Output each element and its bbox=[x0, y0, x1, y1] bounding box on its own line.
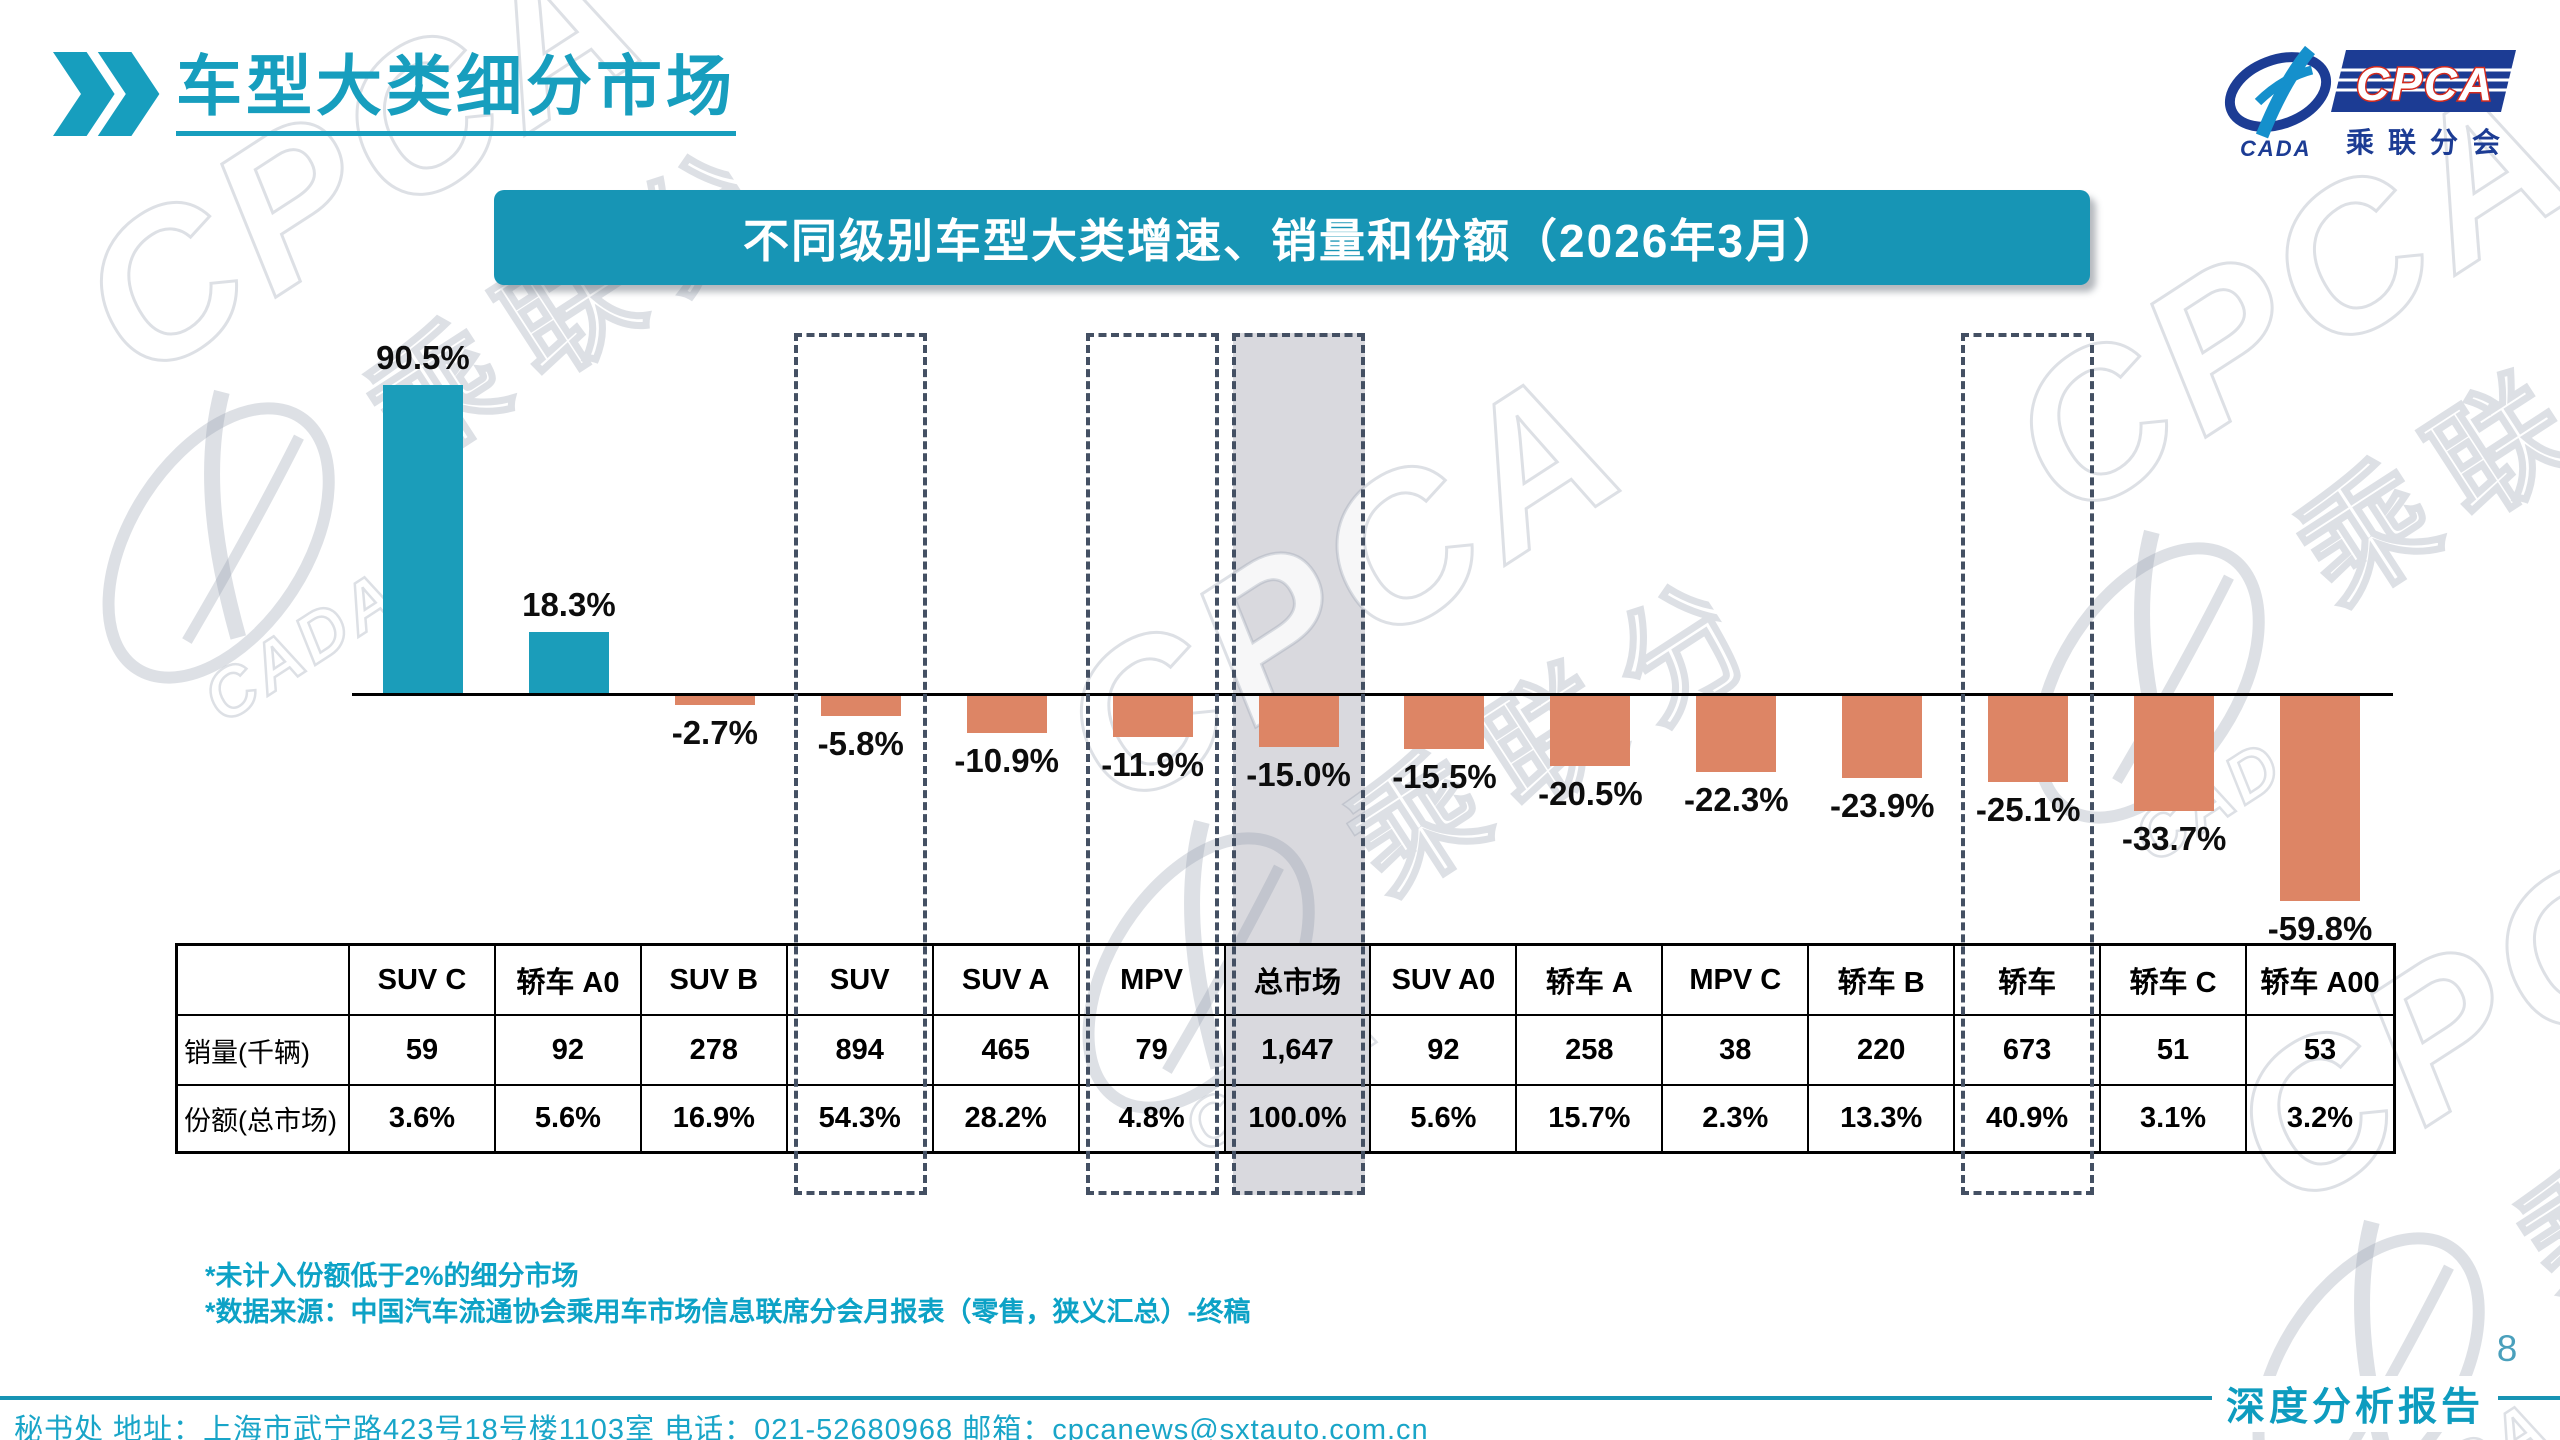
table-value-cell: 51 bbox=[2101, 1016, 2247, 1086]
footnote-1: *未计入份额低于2%的细分市场 bbox=[205, 1261, 579, 1291]
table-corner-cell bbox=[178, 946, 350, 1016]
table-value-cell: 465 bbox=[933, 1016, 1080, 1086]
logo-cada-text: CADA bbox=[2240, 136, 2312, 160]
growth-bar-label: -11.9% bbox=[1101, 745, 1204, 783]
table-value-cell: 278 bbox=[641, 1016, 788, 1086]
growth-bar-label: -10.9% bbox=[954, 742, 1059, 780]
table-value-cell: 2.3% bbox=[1663, 1086, 1810, 1151]
logo-cpca-text: CPCA bbox=[2356, 58, 2494, 110]
table-header-cell: SUV C bbox=[350, 946, 496, 1016]
growth-bar-label: 18.3% bbox=[522, 586, 616, 624]
table-value-cell: 3.1% bbox=[2101, 1086, 2247, 1151]
cpca-logo: CADA CPCA 乘联分会 bbox=[2224, 45, 2548, 160]
growth-bar-label: -25.1% bbox=[1975, 790, 2081, 828]
report-label: 深度分析报告 bbox=[2212, 1376, 2499, 1432]
table-value-cell: 4.8% bbox=[1080, 1086, 1226, 1151]
growth-bar bbox=[1550, 696, 1631, 767]
growth-bar bbox=[2280, 696, 2361, 901]
table-value-cell: 100.0% bbox=[1225, 1086, 1372, 1151]
table-value-cell: 59 bbox=[350, 1016, 496, 1086]
growth-bar bbox=[1112, 696, 1193, 737]
table-header-cell: 轿车 A0 bbox=[495, 946, 642, 1016]
table-value-cell: 40.9% bbox=[1955, 1086, 2102, 1151]
table-value-cell: 28.2% bbox=[934, 1086, 1080, 1151]
growth-bar bbox=[1404, 696, 1485, 750]
table-value-cell: 16.9% bbox=[642, 1086, 788, 1151]
growth-bar bbox=[1696, 696, 1777, 773]
page-title: 车型大类细分市场 bbox=[176, 50, 736, 136]
table-value-cell: 38 bbox=[1663, 1016, 1810, 1086]
table-value-cell: 894 bbox=[787, 1016, 934, 1086]
x-axis-baseline bbox=[352, 693, 2393, 696]
table-header-cell: 轿车 C bbox=[2101, 946, 2247, 1016]
table-value-cell: 3.2% bbox=[2286, 1102, 2353, 1134]
growth-bar-label: -5.8% bbox=[817, 724, 904, 762]
table-value-cell: 3.6% bbox=[350, 1086, 496, 1151]
double-chevron-icon bbox=[53, 52, 160, 136]
table-header-cell: SUV A bbox=[933, 946, 1080, 1016]
growth-bar-label: -33.7% bbox=[2121, 820, 2227, 858]
table-value-cell: 53 bbox=[2246, 1016, 2393, 1086]
table-header-cell: SUV B bbox=[641, 946, 788, 1016]
table-value-cell: 673 bbox=[1955, 1016, 2102, 1086]
table-row-label: 份额(总市场) bbox=[178, 1086, 350, 1151]
chart-title: 不同级别车型大类增速、销量和份额（2026年3月） bbox=[743, 214, 1841, 267]
footnote-2: *数据来源：中国汽车流通协会乘用车市场信息联席分会月报表（零售，狭义汇总）-终稿 bbox=[205, 1297, 1251, 1328]
growth-bar-label: -15.5% bbox=[1392, 758, 1497, 796]
growth-bar bbox=[2134, 696, 2215, 812]
table-value-cell: 13.3% bbox=[1809, 1086, 1956, 1151]
table-value-cell: 1,647 bbox=[1225, 1016, 1372, 1086]
footnotes: *未计入份额低于2%的细分市场 *数据来源：中国汽车流通协会乘用车市场信息联席分… bbox=[205, 1258, 1251, 1331]
table-header-cell: 轿车 bbox=[1955, 946, 2102, 1016]
table-header-cell: SUV A0 bbox=[1371, 946, 1518, 1016]
table-header-cell: MPV bbox=[1079, 946, 1226, 1016]
growth-bar bbox=[820, 696, 901, 716]
table-value-cell: 5.6% bbox=[496, 1086, 642, 1151]
table-value-cell: 220 bbox=[1809, 1016, 1956, 1086]
growth-bar-label: -15.0% bbox=[1246, 756, 1351, 794]
table-value-cell: 54.3% bbox=[788, 1086, 934, 1151]
growth-bar-label: -2.7% bbox=[671, 714, 758, 752]
table-value-cell: 92 bbox=[495, 1016, 642, 1086]
growth-bar bbox=[1988, 696, 2069, 782]
growth-bar-label: 90.5% bbox=[376, 339, 470, 376]
growth-bar bbox=[382, 385, 463, 695]
table-header-cell: SUV bbox=[787, 946, 934, 1016]
table-header-cell: MPV C bbox=[1663, 946, 1810, 1016]
growth-bar bbox=[528, 632, 609, 695]
growth-bar-label: -23.9% bbox=[1829, 786, 1935, 824]
table-row-label: 销量(千辆) bbox=[178, 1016, 350, 1086]
growth-bar bbox=[1842, 696, 1923, 778]
growth-bar-label: -22.3% bbox=[1684, 781, 1789, 819]
table-header-cell: 轿车 A bbox=[1517, 946, 1664, 1016]
table-value-cell: 15.7% bbox=[1517, 1086, 1664, 1151]
footer-contact: 秘书处 地址：上海市武宁路423号18号楼1103室 电话：021-526809… bbox=[14, 1414, 1429, 1440]
chart-title-banner: 不同级别车型大类增速、销量和份额（2026年3月） bbox=[494, 190, 2090, 285]
table-value-cell: 92 bbox=[1371, 1016, 1518, 1086]
table-header-cell: 总市场 bbox=[1225, 946, 1372, 1016]
table-header-cell: 轿车 B bbox=[1809, 946, 1956, 1016]
growth-bar bbox=[966, 696, 1047, 734]
footer-separator bbox=[0, 1396, 2560, 1400]
table-value-cell: 5.6% bbox=[1371, 1086, 1518, 1151]
growth-bar bbox=[1258, 696, 1339, 748]
page-number: 8 bbox=[2496, 1328, 2518, 1369]
growth-bar-label: -20.5% bbox=[1538, 775, 1643, 813]
table-value-cell: 258 bbox=[1517, 1016, 1664, 1086]
table-header-cell: 轿车 A00 bbox=[2246, 946, 2393, 1016]
table-value-cell: 79 bbox=[1079, 1016, 1226, 1086]
growth-bar bbox=[674, 696, 755, 706]
logo-sub-text: 乘联分会 bbox=[2346, 127, 2514, 158]
